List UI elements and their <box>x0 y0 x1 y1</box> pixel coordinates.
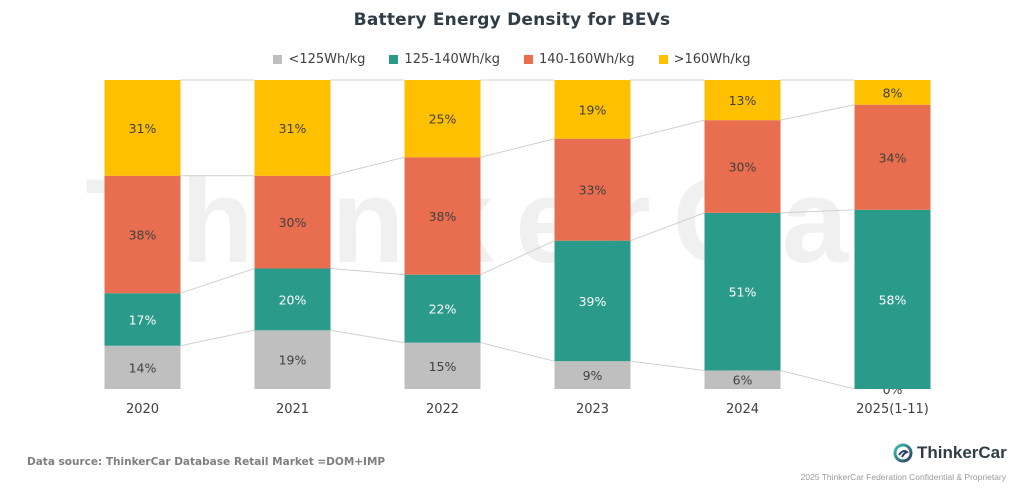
data-label: 22% <box>429 302 457 317</box>
series-connector-line <box>780 104 855 121</box>
data-label: 25% <box>429 112 457 127</box>
legend-item: 125-140Wh/kg <box>389 52 500 67</box>
brand-logo: ThinkerCar <box>893 443 1007 463</box>
series-connector-line <box>630 119 705 140</box>
chart-title: Battery Energy Density for BEVs <box>353 10 671 30</box>
data-label: 51% <box>729 285 757 300</box>
series-connector-line <box>330 329 405 344</box>
legend-swatch <box>658 55 668 64</box>
legend-label: >160Wh/kg <box>673 52 751 67</box>
series-connector-line <box>480 138 555 158</box>
bar-segment <box>404 342 481 389</box>
bar-segment <box>404 80 481 158</box>
data-label: 30% <box>279 215 307 230</box>
bar-segment <box>854 104 931 210</box>
bar-segment <box>554 80 631 139</box>
bar-segment <box>704 370 781 389</box>
bar-segment <box>854 80 931 105</box>
data-label: 20% <box>279 292 307 307</box>
bar-segment <box>704 80 781 121</box>
data-label: 8% <box>883 85 903 100</box>
legend-swatch <box>389 55 399 64</box>
bar-segment <box>704 212 781 371</box>
legend-label: 125-140Wh/kg <box>404 52 500 67</box>
data-label: 30% <box>729 160 757 175</box>
bar-segment <box>104 80 181 176</box>
legend-item: <125Wh/kg <box>273 52 365 67</box>
data-label: 14% <box>129 360 157 375</box>
data-label: 15% <box>429 359 457 374</box>
thinkercar-logo-icon <box>893 443 913 463</box>
x-tick-label: 2023 <box>576 402 609 417</box>
bar-segment <box>104 345 181 389</box>
x-tick-label: 2020 <box>126 402 159 417</box>
data-source-note: Data source: ThinkerCar Database <box>27 456 231 468</box>
bar-segment <box>404 157 481 275</box>
x-tick-label: 2025(1-11) <box>856 402 929 417</box>
brand-name: ThinkerCar <box>917 443 1007 462</box>
bar-segment <box>854 209 931 389</box>
data-label: 19% <box>279 353 307 368</box>
legend-label: 140-160Wh/kg <box>539 52 635 67</box>
stacked-bar-chart: ThinkerCar 14% 17% 38% 31% 2020 19% 20% 30% 31% 20… <box>85 79 939 417</box>
bar-segment <box>104 293 181 346</box>
series-connector-line <box>180 329 255 347</box>
watermark-text: ThinkerCar <box>85 154 939 288</box>
series-connector-line <box>180 268 255 294</box>
legend-swatch <box>524 55 533 64</box>
bar-segment <box>254 268 331 331</box>
series-connector-line <box>480 240 555 276</box>
series-connector-line <box>330 267 405 276</box>
legend-swatch <box>273 55 283 64</box>
series-connector-line <box>780 369 855 390</box>
bar-segment <box>254 80 331 176</box>
x-tick-label: 2022 <box>426 402 459 417</box>
series-connector-line <box>330 156 405 177</box>
series-connector-line <box>630 360 705 371</box>
data-label: 33% <box>579 183 607 198</box>
series-connector-line <box>480 342 555 362</box>
data-label: 19% <box>579 102 607 117</box>
data-label: 31% <box>129 121 157 136</box>
market-note: Retail Market =DOM+IMP <box>234 456 386 468</box>
x-tick-label: 2021 <box>276 402 309 417</box>
bar-segment <box>554 361 631 389</box>
series-connector-line <box>780 209 855 214</box>
x-tick-label: 2024 <box>726 402 759 417</box>
data-label: 9% <box>583 368 603 383</box>
series-connector-line <box>630 212 705 242</box>
data-label: 38% <box>129 228 157 243</box>
bar-segment <box>554 138 631 241</box>
bar-segment <box>404 274 481 343</box>
legend-item: >160Wh/kg <box>658 52 751 67</box>
data-label: 34% <box>879 150 907 165</box>
chart-legend: <125Wh/kg 125-140Wh/kg 140-160Wh/kg >160… <box>0 52 1024 67</box>
data-label: 39% <box>579 294 607 309</box>
data-label: 17% <box>129 312 157 327</box>
bar-segment <box>104 175 181 294</box>
bar-segment <box>254 175 331 269</box>
legend-item: 140-160Wh/kg <box>524 52 635 67</box>
legend-label: <125Wh/kg <box>288 52 366 67</box>
data-label: 6% <box>733 373 753 388</box>
copyright-notice: 2025 ThinkerCar Federation Confidential … <box>800 472 1006 482</box>
bar-segment <box>254 330 331 389</box>
data-label: 31% <box>279 121 307 136</box>
bar-segment <box>704 120 781 213</box>
data-label: 38% <box>429 209 457 224</box>
data-label: 13% <box>729 93 757 108</box>
data-label: 58% <box>879 292 907 307</box>
bar-segment <box>554 240 631 362</box>
